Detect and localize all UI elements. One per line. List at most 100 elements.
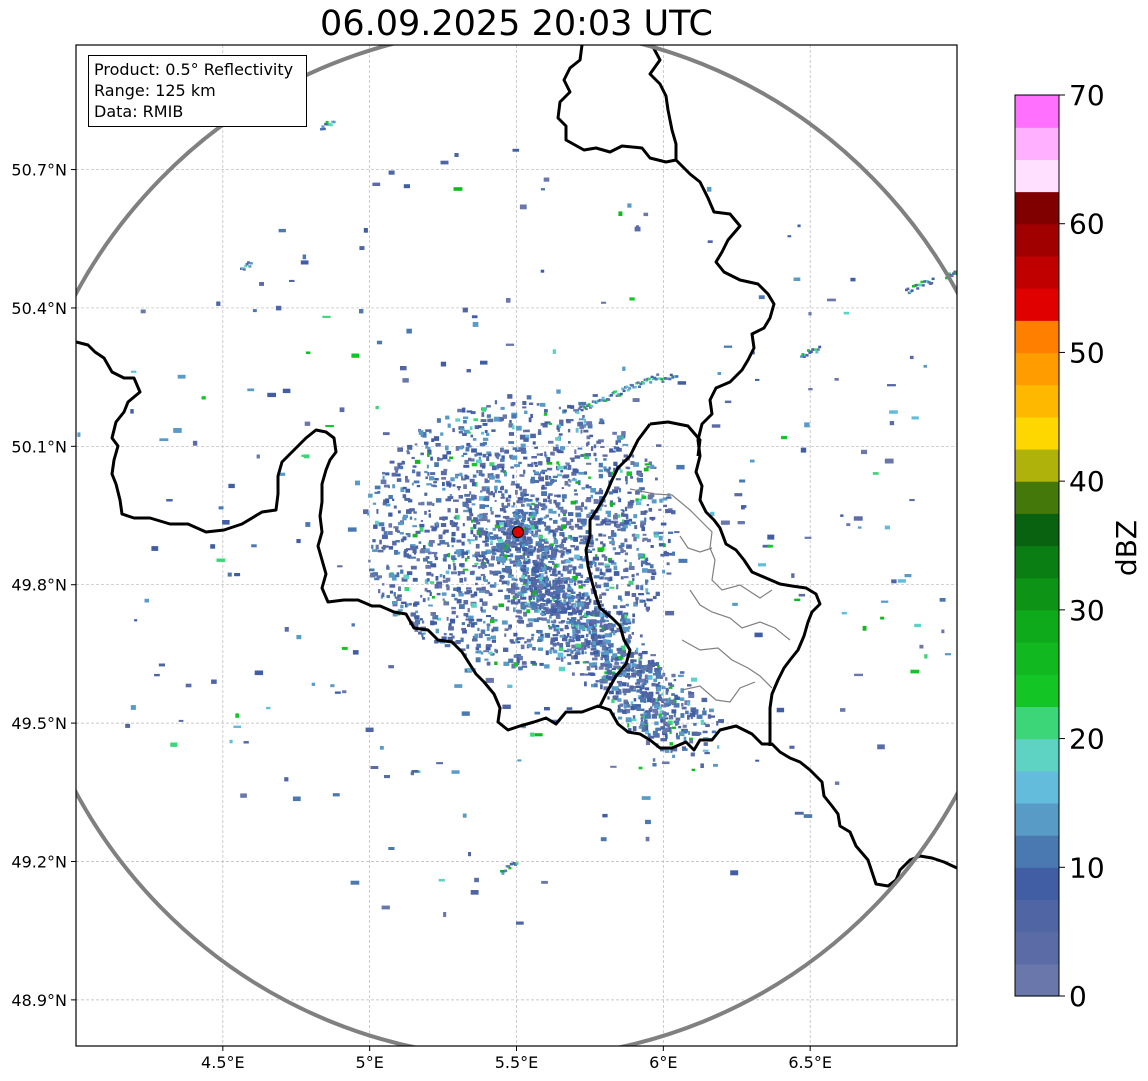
echo-pixel [363, 509, 369, 515]
echo-pixel [411, 482, 414, 486]
echo-pixel [613, 571, 620, 576]
colorbar-segment [1015, 867, 1059, 901]
echo-pixel [413, 602, 418, 607]
echo-pixel [363, 228, 368, 233]
echo-pixel [367, 512, 370, 516]
echo-pixel [910, 289, 914, 292]
echo-pixel [508, 525, 515, 529]
echo-pixel [571, 672, 575, 676]
echo-pixel [602, 534, 607, 537]
echo-pixel [581, 593, 585, 597]
echo-pixel [424, 441, 429, 445]
echo-pixel [619, 605, 626, 609]
echo-pixel [509, 553, 514, 558]
echo-pixel [615, 523, 621, 529]
echo-pixel [424, 492, 428, 496]
echo-pixel [534, 609, 538, 613]
echo-pixel [687, 684, 692, 687]
echo-pixel [514, 562, 520, 567]
echo-pixel [410, 556, 416, 559]
echo-pixel [666, 496, 672, 499]
echo-pixel [389, 460, 395, 464]
echo-pixel [409, 516, 413, 520]
echo-pixel [689, 739, 694, 744]
echo-pixel [563, 465, 568, 470]
echo-pixel [537, 647, 543, 651]
echo-pixel [673, 713, 676, 718]
echo-pixel [808, 388, 813, 391]
echo-pixel [910, 669, 920, 674]
echo-pixel [571, 626, 576, 630]
echo-pixel [568, 600, 571, 605]
echo-pixel [548, 508, 553, 514]
echo-pixel [541, 508, 546, 511]
echo-pixel [574, 633, 579, 636]
echo-pixel [800, 355, 803, 358]
echo-pixel [445, 498, 452, 502]
echo-pixel [491, 547, 497, 552]
echo-pixel [532, 604, 538, 608]
echo-pixel [544, 521, 547, 527]
echo-pixel [586, 619, 590, 624]
echo-pixel [599, 613, 603, 618]
echo-pixel [615, 690, 620, 695]
echo-pixel [433, 436, 440, 441]
echo-pixel [487, 418, 494, 423]
echo-pixel [569, 419, 574, 422]
echo-pixel [494, 485, 498, 491]
echo-pixel [944, 653, 952, 656]
echo-pixel [428, 540, 435, 544]
echo-pixel [543, 177, 550, 182]
echo-pixel [553, 549, 559, 552]
echo-pixel [579, 425, 585, 429]
echo-pixel [251, 544, 257, 548]
echo-pixel [549, 615, 552, 619]
echo-pixel [430, 563, 437, 568]
echo-pixel [572, 610, 577, 614]
echo-pixel [600, 656, 603, 661]
echo-pixel [654, 698, 660, 702]
echo-pixel [325, 425, 334, 428]
echo-pixel [602, 543, 606, 547]
echo-pixel [501, 502, 504, 507]
echo-pixel [382, 471, 385, 475]
echo-pixel [840, 514, 844, 517]
echo-pixel [617, 514, 621, 518]
echo-pixel [911, 416, 919, 420]
echo-pixel [486, 405, 491, 408]
echo-pixel [578, 535, 583, 538]
echo-pixel [325, 120, 329, 124]
echo-pixel [663, 504, 667, 508]
echo-pixel [460, 428, 465, 431]
echo-pixel [554, 591, 561, 597]
echo-pixel [642, 533, 647, 536]
colorbar-segment [1015, 352, 1059, 386]
echo-pixel [654, 710, 659, 716]
echo-pixel [489, 570, 492, 574]
echo-pixel [683, 736, 687, 742]
colorbar-label: dBZ [1110, 520, 1143, 576]
echo-pixel [619, 691, 622, 695]
echo-pixel [570, 591, 576, 594]
echo-pixel [626, 672, 630, 676]
colorbar-segment [1015, 674, 1059, 707]
echo-pixel [479, 462, 486, 468]
echo-pixel [158, 663, 165, 667]
echo-pixel [834, 378, 839, 381]
echo-pixel [480, 360, 488, 365]
echo-pixel [585, 530, 591, 534]
echo-pixel [507, 600, 511, 603]
echo-pixel [527, 575, 531, 580]
echo-pixel [632, 670, 637, 673]
echo-pixel [405, 479, 410, 483]
echo-pixel [650, 569, 656, 573]
province-border [689, 589, 791, 641]
echo-pixel [483, 620, 486, 624]
echo-pixel [598, 679, 603, 682]
echo-pixel [472, 322, 479, 327]
echo-pixel [638, 766, 643, 770]
echo-pixel [576, 606, 580, 610]
echo-pixel [857, 526, 862, 529]
echo-pixel [513, 582, 516, 586]
echo-pixel [889, 410, 898, 414]
